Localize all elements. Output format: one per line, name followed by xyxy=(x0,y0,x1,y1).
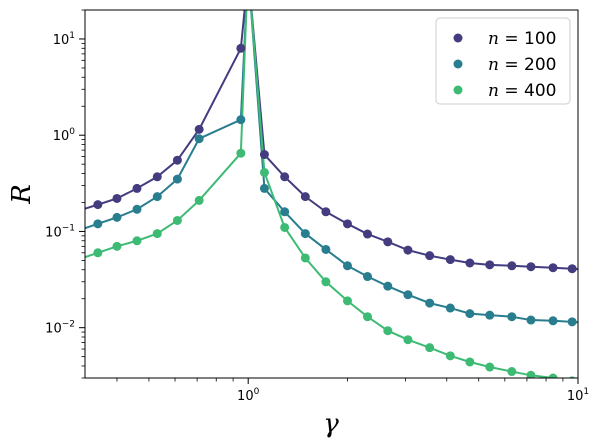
data-point-n400 xyxy=(485,362,495,372)
series-points xyxy=(93,43,577,378)
data-point-n100 xyxy=(342,219,352,229)
data-point-n100 xyxy=(567,264,577,274)
data-point-n100 xyxy=(465,258,475,268)
data-point-n400 xyxy=(465,357,475,367)
y-tick-label: 101 xyxy=(53,31,75,48)
data-point-n400 xyxy=(236,148,246,158)
series-curve-left-n100 xyxy=(85,10,246,210)
data-point-n200 xyxy=(485,310,495,320)
data-point-n400 xyxy=(363,312,372,322)
x-axis-label: γ xyxy=(323,409,339,439)
data-point-n200 xyxy=(425,298,435,308)
data-point-n100 xyxy=(425,251,435,261)
y-tick-label: 10−1 xyxy=(45,223,75,240)
x-tick-label: 101 xyxy=(567,387,589,404)
data-point-n200 xyxy=(93,219,103,229)
legend: n = 100 n = 200 n = 400 xyxy=(435,17,571,105)
data-point-n100 xyxy=(93,200,103,210)
legend-marker-n200 xyxy=(453,59,463,69)
data-point-n200 xyxy=(465,309,475,319)
y-tick-label: 100 xyxy=(53,127,76,144)
data-point-n400 xyxy=(172,215,182,225)
x-tick-label: 100 xyxy=(237,387,260,404)
data-point-n400 xyxy=(321,277,331,287)
data-point-n100 xyxy=(152,172,162,182)
data-point-n400 xyxy=(548,373,558,378)
data-point-n100 xyxy=(194,124,204,134)
data-point-n400 xyxy=(445,351,455,361)
data-point-n100 xyxy=(236,43,246,53)
data-point-n200 xyxy=(363,272,372,282)
data-point-n200 xyxy=(172,174,182,184)
data-point-n400 xyxy=(132,236,142,246)
data-point-n200 xyxy=(152,192,162,202)
data-point-n200 xyxy=(300,229,310,239)
legend-label-n400: n = 400 xyxy=(488,81,556,101)
y-axis-ticks: 10−2 10−1 100 101 xyxy=(45,9,85,379)
data-point-n200 xyxy=(567,317,577,327)
data-point-n200 xyxy=(321,244,331,254)
y-tick-label: 10−2 xyxy=(45,320,75,337)
legend-label-n100: n = 100 xyxy=(488,29,556,49)
data-point-n100 xyxy=(321,207,331,217)
data-point-n100 xyxy=(485,260,495,270)
data-point-n400 xyxy=(93,248,103,258)
data-point-n200 xyxy=(403,290,413,300)
data-point-n200 xyxy=(445,303,455,313)
data-point-n400 xyxy=(526,370,536,378)
data-point-n100 xyxy=(112,193,122,203)
data-point-n200 xyxy=(236,115,246,125)
y-axis-label: R xyxy=(7,184,37,205)
data-point-n400 xyxy=(112,241,122,251)
data-point-n400 xyxy=(280,222,290,232)
data-point-n100 xyxy=(445,255,455,265)
data-point-n200 xyxy=(194,134,204,144)
data-point-n100 xyxy=(526,262,536,272)
data-point-n400 xyxy=(403,335,413,345)
data-point-n100 xyxy=(548,263,558,273)
data-point-n400 xyxy=(152,229,162,239)
data-point-n100 xyxy=(280,172,290,182)
data-point-n200 xyxy=(342,261,352,271)
data-point-n200 xyxy=(383,281,393,291)
data-point-n100 xyxy=(507,261,517,271)
data-point-n400 xyxy=(507,367,517,377)
data-point-n100 xyxy=(403,245,413,255)
data-point-n200 xyxy=(112,212,122,222)
data-point-n200 xyxy=(280,207,290,217)
data-point-n200 xyxy=(132,204,142,214)
legend-marker-n400 xyxy=(453,85,463,95)
data-point-n400 xyxy=(383,326,393,336)
data-point-n400 xyxy=(300,253,310,263)
data-point-n400 xyxy=(342,296,352,306)
data-point-n100 xyxy=(363,229,372,239)
data-point-n400 xyxy=(194,195,204,205)
data-point-n100 xyxy=(172,155,182,165)
data-point-n200 xyxy=(548,316,558,326)
legend-label-n200: n = 200 xyxy=(488,55,556,75)
x-axis-ticks: 100 101 xyxy=(116,378,589,404)
legend-box xyxy=(435,17,571,105)
data-point-n100 xyxy=(383,237,393,247)
data-point-n100 xyxy=(259,150,269,160)
data-point-n100 xyxy=(300,192,310,202)
plot-frame xyxy=(84,9,579,379)
data-point-n200 xyxy=(526,315,536,325)
data-point-n400 xyxy=(425,343,435,353)
data-point-n400 xyxy=(259,167,269,177)
data-point-n100 xyxy=(132,183,142,193)
data-point-n200 xyxy=(259,183,269,193)
data-point-n200 xyxy=(507,312,517,322)
legend-marker-n100 xyxy=(453,33,463,43)
series-curve-left-n200 xyxy=(85,10,248,230)
